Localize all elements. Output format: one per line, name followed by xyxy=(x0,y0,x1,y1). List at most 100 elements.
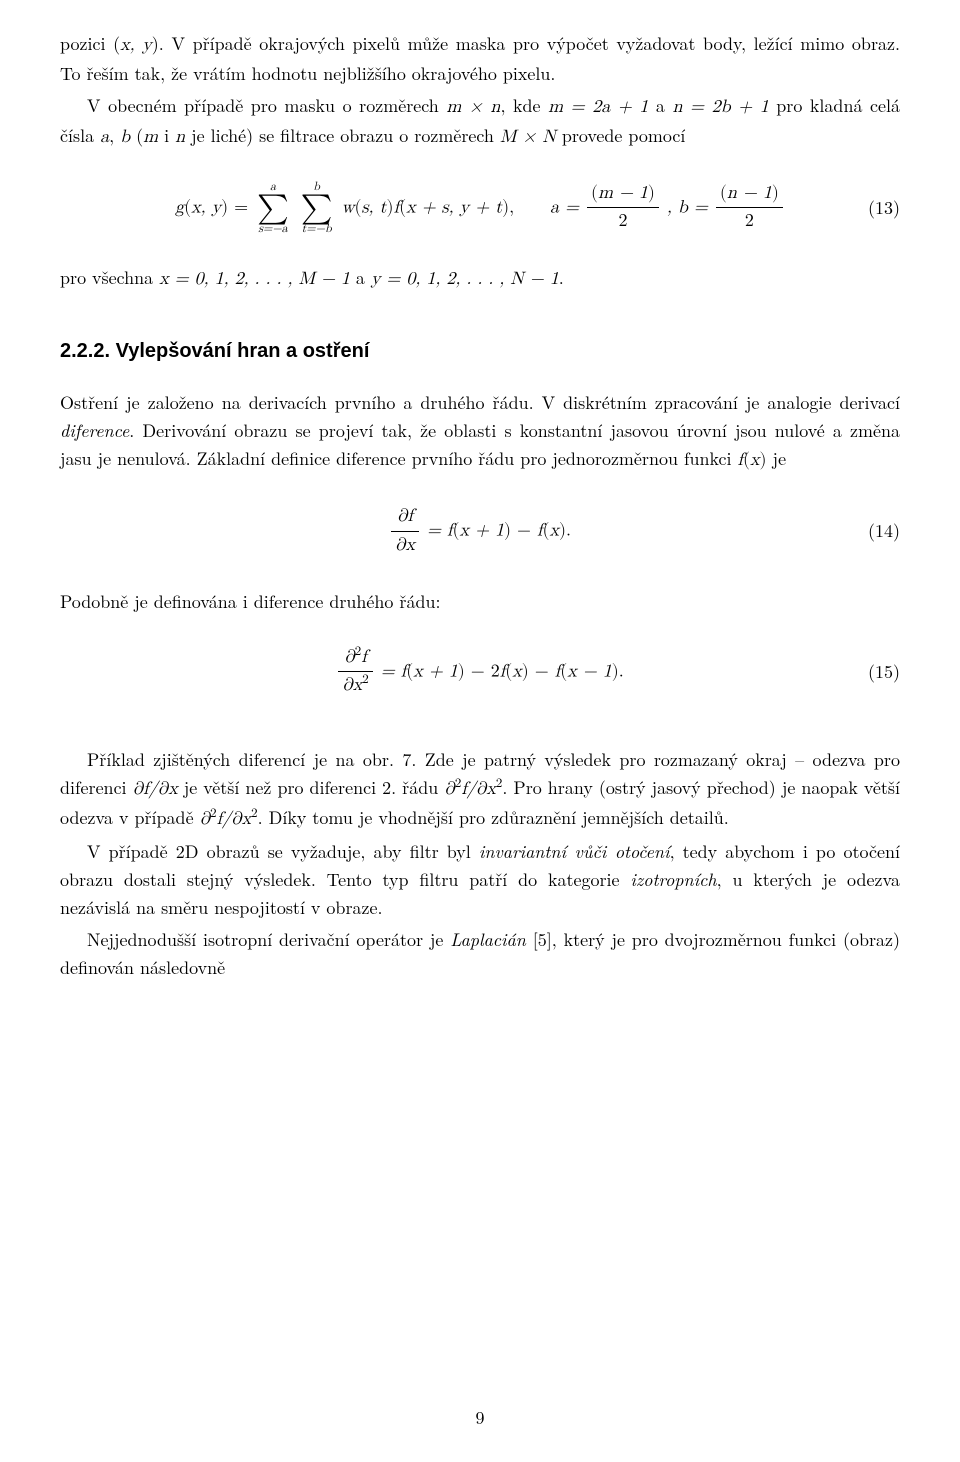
equation-body: g(x, y) = a ∑ s=−a b ∑ t=−b w(s, t)f(x +… xyxy=(175,180,785,237)
equation-14: ∂f ∂x = f(x + 1) − f(x). (14) xyxy=(60,503,900,560)
equation-body: ∂f ∂x = f(x + 1) − f(x). xyxy=(389,503,571,560)
sum-bot: t=−b xyxy=(301,223,333,235)
paragraph-8: Nejjednodušší isotropní derivační operát… xyxy=(60,926,900,982)
paren: ) − xyxy=(522,662,555,680)
math-inline: m = 2a + 1 xyxy=(548,98,648,116)
frac-bot: ∂x2 xyxy=(338,671,373,700)
eq-w: w xyxy=(341,198,354,216)
paragraph-4: Ostření je založeno na derivacích prvníh… xyxy=(60,389,900,475)
frac-top: ∂f xyxy=(391,503,419,531)
text: je liché) se filtrace obrazu o rozměrech xyxy=(185,123,500,148)
eq-a-eq: a = xyxy=(550,198,585,216)
page: pozici (x, y). V případě okrajových pixe… xyxy=(0,0,960,1462)
eq-xy: x, y xyxy=(191,198,221,216)
text: pozici ( xyxy=(60,31,120,56)
equation-number: (15) xyxy=(868,658,900,686)
paragraph-6: Příklad zjištěných diferencí je na obr. … xyxy=(60,746,900,834)
paren: ( xyxy=(453,521,460,539)
math-inline: b xyxy=(120,128,130,146)
paragraph-3: pro všechna x = 0, 1, 2, . . . , M − 1 a… xyxy=(60,264,900,294)
math-inline: f(x) xyxy=(738,451,767,469)
math-inline: y = 0, 1, 2, . . . , N − 1 xyxy=(371,270,559,288)
text: je xyxy=(767,446,787,471)
paren: ). xyxy=(559,521,571,539)
math-inline: n xyxy=(175,128,185,146)
text: , kde xyxy=(500,93,548,118)
math-inline: x, y xyxy=(120,36,152,54)
math-inline: x = 0, 1, 2, . . . , M − 1 xyxy=(159,270,350,288)
eq-w-args: s, t xyxy=(361,198,386,216)
equation-13: g(x, y) = a ∑ s=−a b ∑ t=−b w(s, t)f(x +… xyxy=(60,180,900,237)
text: ( xyxy=(130,123,143,148)
text: provede pomocí xyxy=(556,123,686,148)
paren: ) xyxy=(387,198,394,216)
arg: x + 1 xyxy=(413,662,457,680)
math-inline: ∂f/∂x xyxy=(133,780,178,798)
paragraph-5: Podobně je definována i diference druhéh… xyxy=(60,588,900,616)
sigma-icon: ∑ xyxy=(257,193,289,223)
rhs: = f xyxy=(381,662,407,680)
frac-top: (n − 1) xyxy=(716,180,783,208)
text: i xyxy=(158,123,175,148)
eq-b-eq: , b = xyxy=(667,198,714,216)
frac-bot: 2 xyxy=(587,207,659,236)
frac-bot: 2 xyxy=(716,207,783,236)
sigma-icon: ∑ xyxy=(301,193,333,223)
paren-eq: ) = xyxy=(221,198,254,216)
math-inline: n = 2b + 1 xyxy=(672,98,768,116)
paren: ) − 2 xyxy=(458,662,500,680)
math-inline: M × N xyxy=(500,128,556,146)
fraction-a: (m − 1) 2 xyxy=(587,180,659,237)
text: , xyxy=(109,123,120,148)
text: Ostření je založeno na derivacích prvníh… xyxy=(60,390,900,415)
arg: x + 1 xyxy=(460,521,504,539)
sum-bot: s=−a xyxy=(257,223,289,235)
eq-f-args: x + s, y + t xyxy=(406,198,502,216)
paragraph-2: V obecném případě pro masku o rozměrech … xyxy=(60,92,900,152)
math-inline: ∂2f/∂x2 xyxy=(200,810,258,828)
eq-lhs-g: g xyxy=(175,198,184,216)
summation-1: a ∑ s=−a xyxy=(257,181,289,235)
text: a xyxy=(350,265,371,290)
paren: ). xyxy=(612,662,624,680)
sum-top: b xyxy=(301,181,333,193)
math-inline: a xyxy=(100,128,109,146)
emphasis: invariantní vůči otočení xyxy=(479,839,670,864)
summation-2: b ∑ t=−b xyxy=(301,181,333,235)
emphasis: Laplacián xyxy=(450,927,526,952)
text: V obecném případě pro masku o rozměrech xyxy=(87,93,446,118)
frac-top: (m − 1) xyxy=(587,180,659,208)
fraction-b: (n − 1) 2 xyxy=(716,180,783,237)
paren: ( xyxy=(542,521,549,539)
equation-number: (14) xyxy=(868,517,900,545)
text: . Díky tomu je vhodnější pro zdůraznění … xyxy=(258,805,729,830)
equation-number: (13) xyxy=(868,194,900,222)
sum-top: a xyxy=(257,181,289,193)
text: je větší než pro diferenci 2. řádu xyxy=(178,775,445,800)
paren: ) − xyxy=(504,521,537,539)
page-number: 9 xyxy=(0,1404,960,1432)
arg: x − 1 xyxy=(567,662,611,680)
text: ). V případě okrajových pixelů může mask… xyxy=(60,31,900,86)
paren: ), xyxy=(502,198,514,216)
arg: x xyxy=(550,521,560,539)
paragraph-1: pozici (x, y). V případě okrajových pixe… xyxy=(60,30,900,88)
rhs: = f xyxy=(427,521,453,539)
fraction-partial2: ∂2f ∂x2 xyxy=(338,644,373,701)
text: Nejjednodušší isotropní derivační operát… xyxy=(87,927,450,952)
math-inline: m × n xyxy=(446,98,500,116)
paragraph-7: V případě 2D obrazů se vyžaduje, aby fil… xyxy=(60,838,900,922)
gap xyxy=(520,198,544,216)
text: pro všechna xyxy=(60,265,159,290)
emphasis: diference xyxy=(60,418,129,443)
text: V případě 2D obrazů se vyžaduje, aby fil… xyxy=(87,839,479,864)
text: a xyxy=(648,93,672,118)
section-heading: 2.2.2. Vylepšování hran a ostření xyxy=(60,336,900,367)
equation-15: ∂2f ∂x2 = f(x + 1) − 2f(x) − f(x − 1). (… xyxy=(60,644,900,701)
frac-bot: ∂x xyxy=(391,531,419,560)
math-inline: m xyxy=(143,128,158,146)
equation-body: ∂2f ∂x2 = f(x + 1) − 2f(x) − f(x − 1). xyxy=(336,644,624,701)
text: . xyxy=(559,265,564,290)
frac-top: ∂2f xyxy=(338,644,373,672)
math-inline: ∂2f/∂x2 xyxy=(444,780,502,798)
